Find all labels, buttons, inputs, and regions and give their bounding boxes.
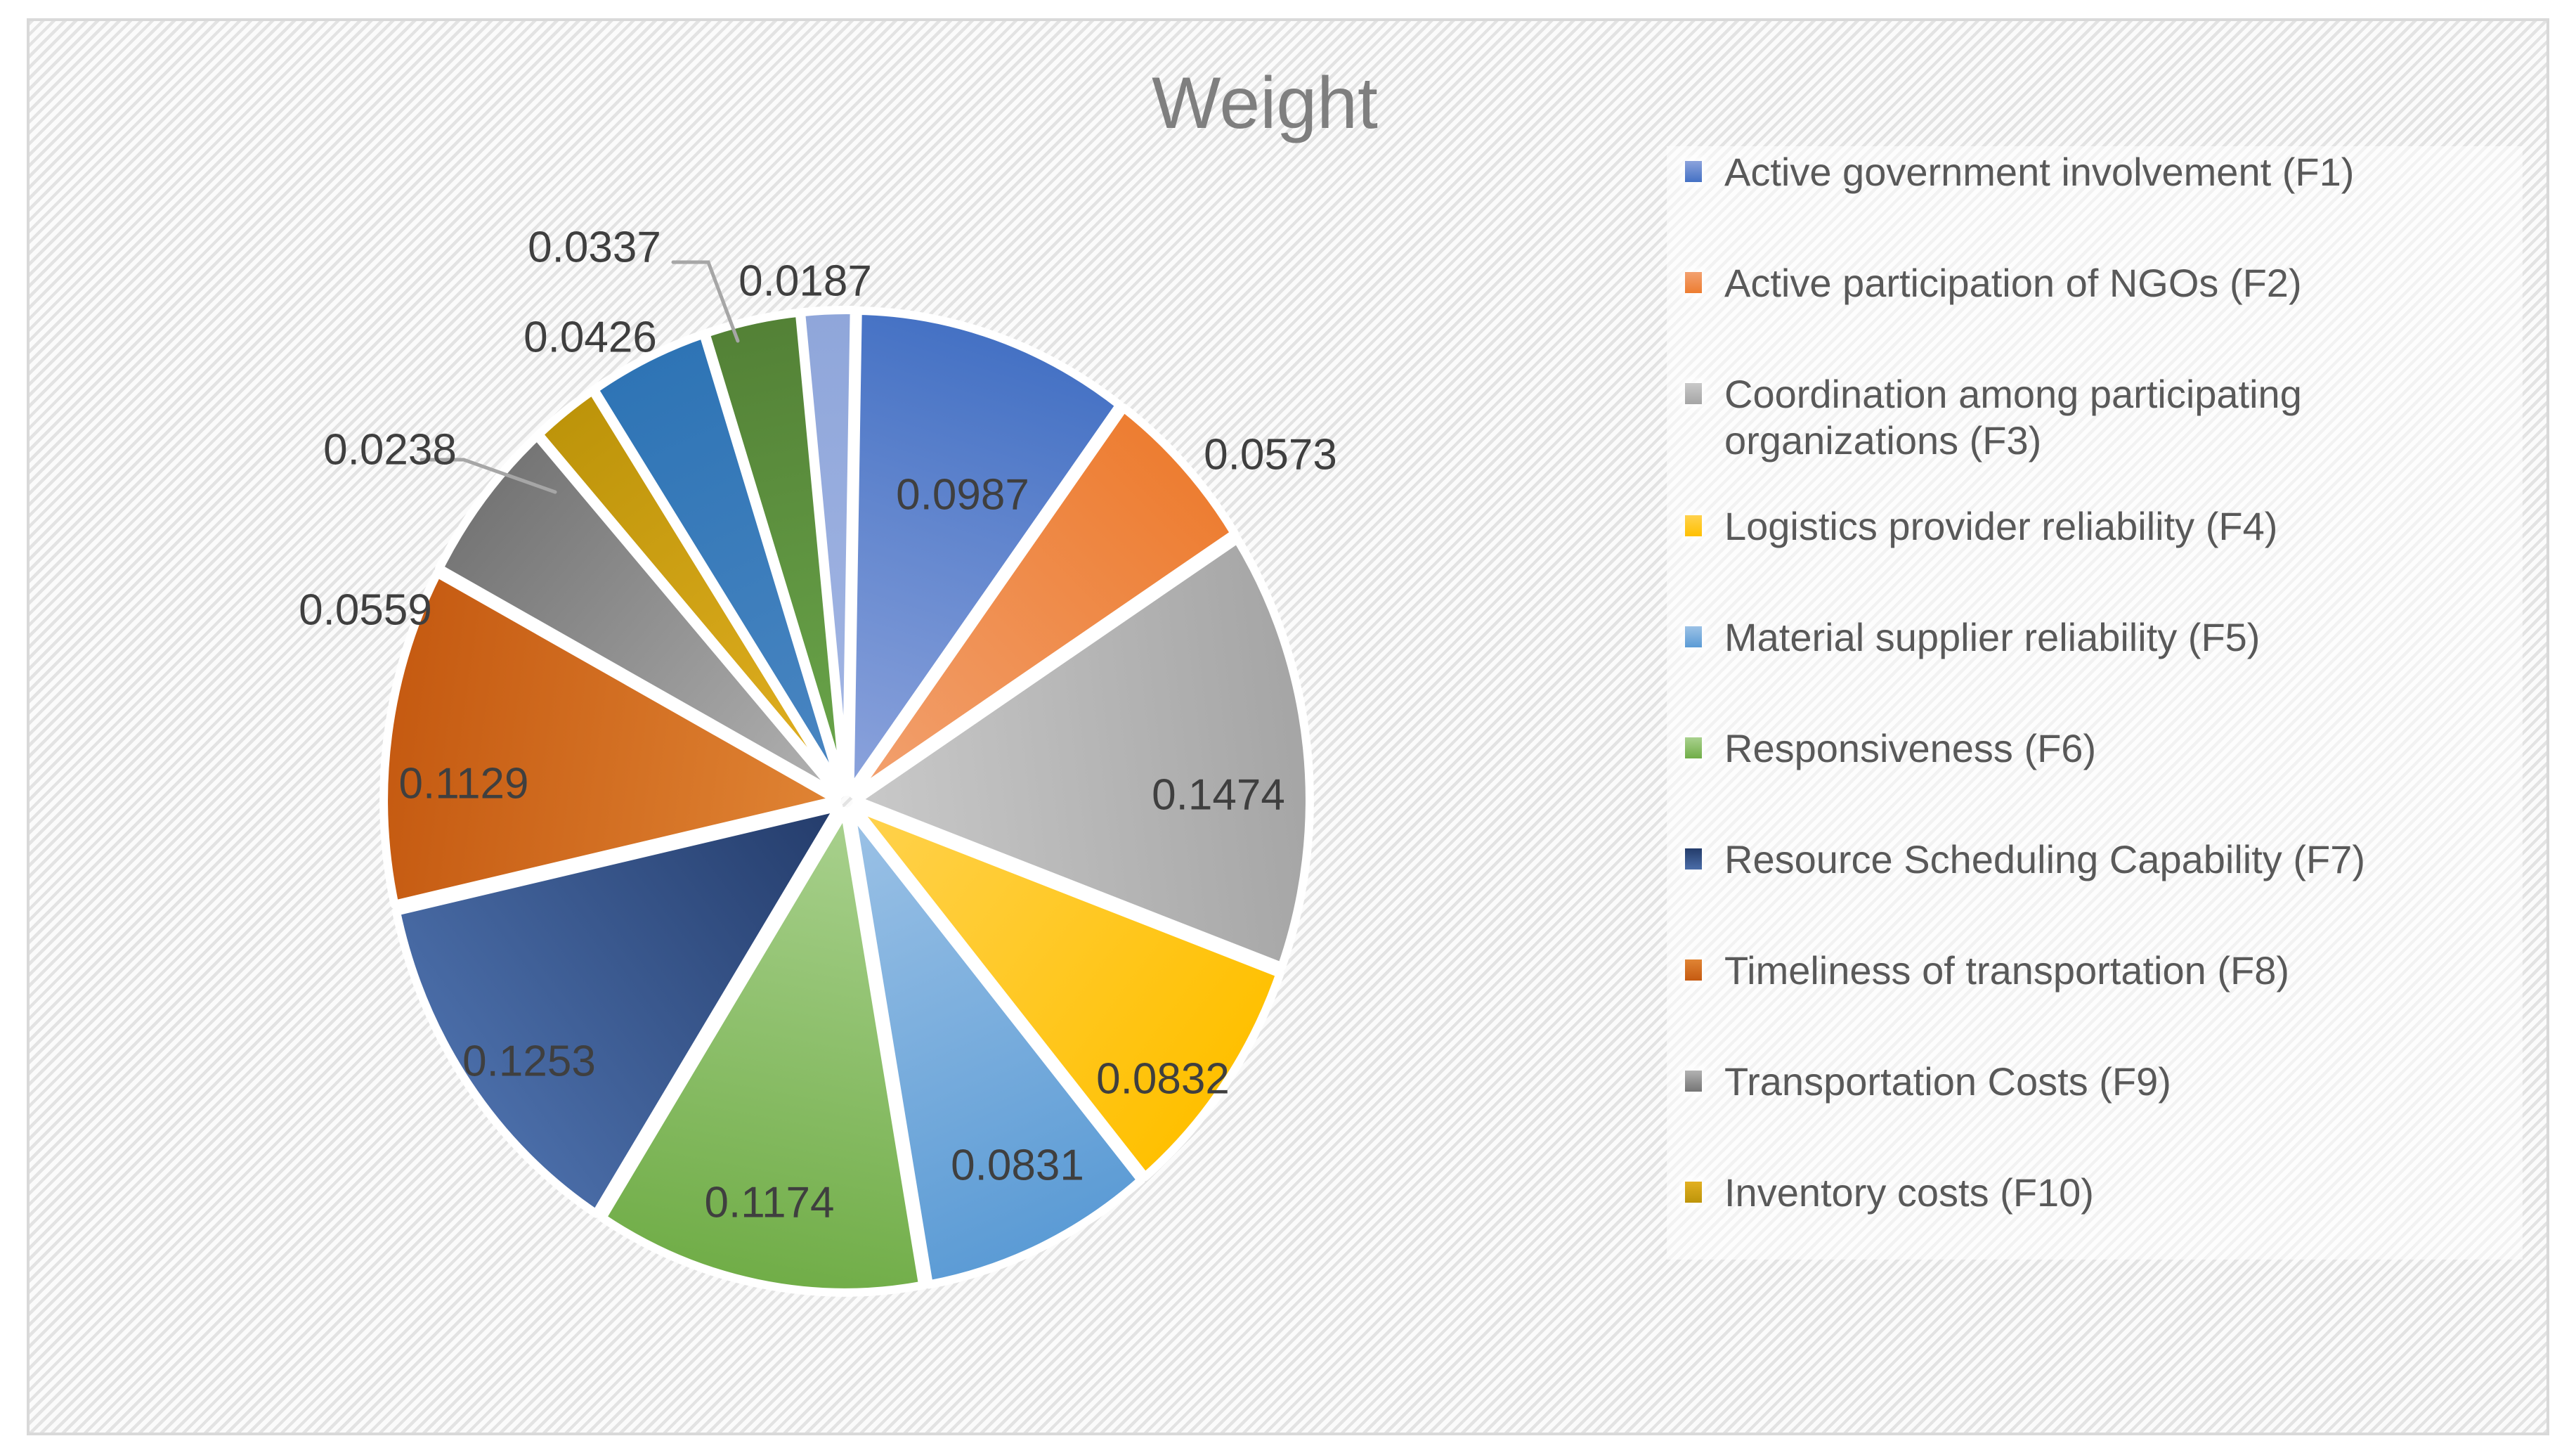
legend-item-f9: Transportation Costs (F9) [1685, 1059, 2171, 1105]
legend-marker-icon-f10 [1685, 1182, 1702, 1203]
legend-label-f9: Transportation Costs (F9) [1724, 1059, 2171, 1104]
legend-item-f5: Material supplier reliability (F5) [1685, 614, 2260, 661]
data-label-slice-12: 0.0337 [528, 224, 661, 272]
legend-item-f1: Active government involvement (F1) [1685, 149, 2354, 195]
legend-marker-icon-f8 [1685, 959, 1702, 981]
data-label-slice-9: 0.0559 [299, 586, 432, 635]
legend-label-f5: Material supplier reliability (F5) [1724, 615, 2260, 659]
data-label-slice-7: 0.1253 [462, 1037, 596, 1086]
legend-item-f4: Logistics provider reliability (F4) [1685, 503, 2277, 550]
data-label-slice-3: 0.1474 [1152, 771, 1285, 820]
data-label-slice-11: 0.0426 [523, 313, 657, 362]
pie-slice-8 [379, 569, 842, 909]
data-label-slice-10: 0.0238 [323, 426, 457, 474]
legend-panel [1667, 146, 2523, 1260]
legend-label-f8: Timeliness of transportation (F8) [1724, 948, 2289, 993]
leader-line-slice-10 [419, 458, 557, 494]
leader-line-slice-12 [671, 260, 740, 343]
pie-slice-3 [852, 534, 1314, 971]
legend-marker-icon-f5 [1685, 626, 1702, 647]
data-label-slice-1: 0.0987 [896, 471, 1029, 519]
legend-marker-icon-f1 [1685, 161, 1702, 182]
data-label-slice-8: 0.1129 [398, 760, 528, 808]
pie-slice-1 [845, 306, 1124, 796]
legend-label-f10: Inventory costs (F10) [1724, 1170, 2094, 1215]
legend: Active government involvement (F1) Active… [1685, 0, 2528, 1448]
legend-item-f8: Timeliness of transportation (F8) [1685, 948, 2289, 994]
legend-marker-icon-f6 [1685, 737, 1702, 758]
pie-slice-9 [435, 432, 843, 800]
legend-item-f3: Coordination among participating organiz… [1685, 371, 2511, 464]
data-label-slice-5: 0.0831 [951, 1142, 1084, 1190]
pie-slice-7 [391, 803, 843, 1218]
legend-label-f1: Active government involvement (F1) [1724, 150, 2355, 194]
data-label-slice-4: 0.0832 [1096, 1055, 1230, 1104]
pie-slice-13 [797, 306, 859, 796]
pie-slice-5 [846, 806, 1145, 1289]
chart-title: Weight [1152, 63, 1378, 144]
legend-item-f7: Resource Scheduling Capability (F7) [1685, 836, 2365, 883]
legend-item-f2: Active participation of NGOs (F2) [1685, 260, 2302, 306]
legend-item-f10: Inventory costs (F10) [1685, 1170, 2094, 1216]
legend-label-f4: Logistics provider reliability (F4) [1724, 504, 2278, 548]
legend-marker-icon-f9 [1685, 1071, 1702, 1092]
legend-label-f7: Resource Scheduling Capability (F7) [1724, 837, 2365, 881]
pie-slice-2 [850, 403, 1240, 799]
legend-label-f2: Active participation of NGOs (F2) [1724, 261, 2302, 305]
legend-marker-icon-f7 [1685, 848, 1702, 870]
pie-slice-4 [850, 803, 1284, 1182]
legend-marker-icon-f4 [1685, 515, 1702, 536]
legend-item-f6: Responsiveness (F6) [1685, 725, 2096, 772]
data-label-slice-13: 0.0187 [739, 257, 872, 306]
legend-marker-icon-f2 [1685, 272, 1702, 293]
legend-label-f6: Responsiveness (F6) [1724, 726, 2097, 770]
pie-slice-6 [598, 806, 928, 1297]
legend-label-f3: Coordination among participating organiz… [1724, 372, 2302, 463]
pie-slice-11 [590, 330, 847, 797]
legend-marker-icon-f3 [1685, 383, 1702, 404]
data-label-slice-6: 0.1174 [704, 1179, 834, 1227]
data-label-slice-2: 0.0573 [1204, 431, 1337, 479]
